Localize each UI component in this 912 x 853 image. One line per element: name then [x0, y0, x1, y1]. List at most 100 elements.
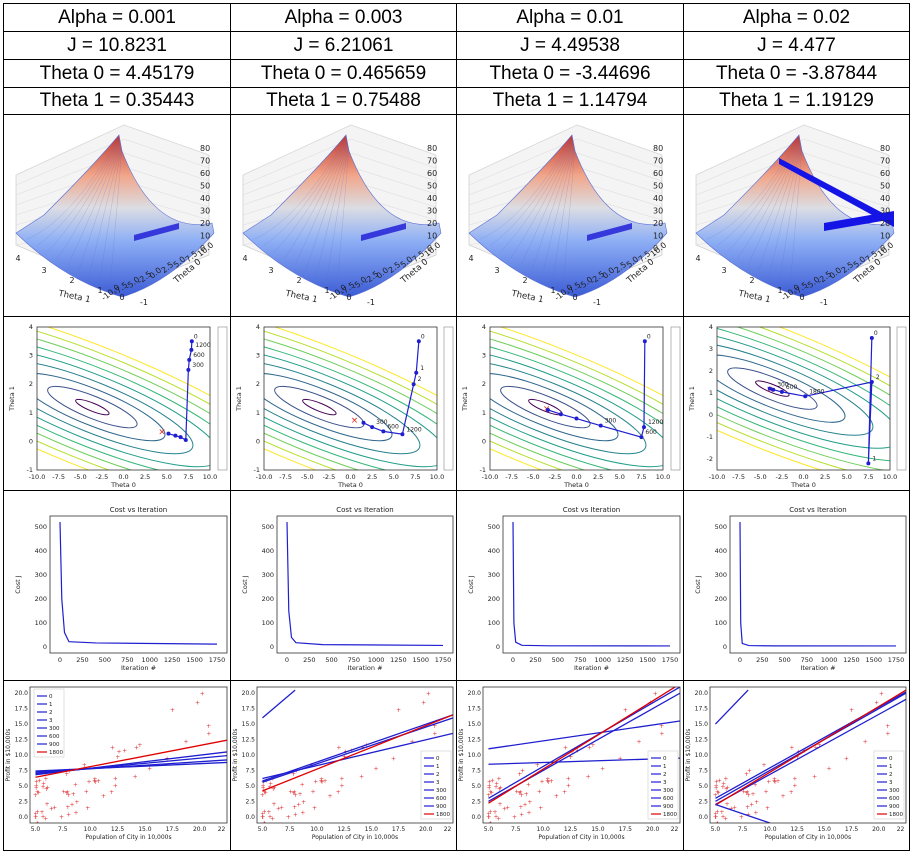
y-tick: -1 — [254, 466, 260, 474]
x-tick: 5.0 — [258, 826, 268, 833]
data-point: + — [772, 778, 777, 785]
y-tick: 12.5 — [695, 737, 709, 744]
data-point: + — [134, 744, 139, 751]
contour-line — [727, 367, 818, 410]
fit-line — [715, 698, 906, 806]
data-point: + — [300, 782, 305, 789]
contour-line — [490, 327, 663, 470]
y-tick: 5.0 — [698, 783, 708, 790]
data-point: + — [312, 805, 317, 812]
fit-y-label: Profit in $10,000s — [5, 729, 12, 782]
z-tick: 80 — [653, 144, 663, 153]
path-label: 0 — [194, 333, 198, 340]
y-tick: 7.5 — [698, 767, 708, 774]
x-tick: 1500 — [412, 656, 429, 664]
x-tick: -5.0 — [301, 473, 314, 481]
x-tick: 250 — [76, 656, 88, 664]
y-tick: 400 — [715, 547, 727, 555]
data-point: + — [52, 804, 57, 811]
y-tick: 500 — [715, 523, 727, 531]
data-point: + — [776, 778, 781, 785]
data-point: + — [885, 723, 890, 730]
y-tick: 100 — [488, 619, 500, 627]
path-label: 1200 — [406, 426, 421, 433]
x-tick: 250 — [303, 656, 315, 664]
data-point: + — [391, 755, 396, 762]
contour-line — [490, 346, 663, 468]
data-point: + — [587, 744, 592, 751]
y-tick: 17.5 — [242, 706, 256, 713]
theta1-tick: 4 — [468, 254, 473, 263]
data-point: + — [261, 782, 266, 789]
data-point: + — [34, 785, 39, 792]
theta1-tick: -1 — [593, 298, 601, 307]
data-point: + — [780, 793, 785, 800]
data-point: + — [297, 791, 302, 798]
data-point: + — [745, 804, 750, 811]
data-point: + — [272, 784, 277, 791]
x-tick: 22 — [897, 826, 905, 833]
x-tick: 12.5 — [790, 826, 804, 833]
z-tick: 60 — [653, 169, 663, 178]
data-point: + — [494, 781, 499, 788]
x-tick: 1750 — [209, 656, 226, 664]
path-label: 1 — [420, 365, 424, 372]
data-point: + — [122, 747, 127, 754]
legend-label: 1800 — [436, 812, 450, 818]
contour-plot: ×0121800600300-10.0-7.5-5.0-2.50.02.55.0… — [688, 323, 907, 489]
data-point: + — [725, 784, 730, 791]
x-tick: 1500 — [186, 656, 203, 664]
theta1-tick: -1 — [367, 298, 375, 307]
y-tick: 100 — [262, 619, 274, 627]
x-tick: 7.5 — [511, 826, 521, 833]
legend-label: 600 — [49, 734, 60, 740]
y-tick: 0 — [723, 643, 727, 651]
data-point: + — [421, 699, 426, 706]
data-point: + — [92, 776, 97, 783]
y-tick: 200 — [35, 595, 47, 603]
contour-line — [490, 372, 619, 442]
y-tick: 0 — [270, 643, 274, 651]
y-tick: 12.5 — [242, 737, 256, 744]
data-point: + — [753, 782, 758, 789]
y-tick: 1 — [256, 409, 260, 417]
legend-label: 300 — [889, 788, 900, 794]
alpha-label: Alpha = 0.003 — [230, 3, 457, 32]
theta1-tick: 1 — [324, 286, 329, 295]
minimum-marker: × — [158, 427, 166, 437]
data-point: + — [262, 820, 267, 827]
descent-path — [134, 223, 179, 241]
surface-plot-cell: 80 70 60 50 40 30 20 10 0 10.0 7.5 5.0 2.5 0.0 -2.5 -5.… — [683, 114, 910, 317]
x-tick: 0 — [738, 656, 742, 664]
data-point: + — [396, 707, 401, 714]
z-tick: 10 — [200, 232, 210, 241]
colorbar — [443, 326, 454, 471]
data-point: + — [359, 773, 364, 780]
data-point: + — [35, 809, 40, 816]
data-point: + — [518, 804, 523, 811]
data-point: + — [714, 779, 719, 786]
x-tick: 1250 — [843, 656, 860, 664]
path-label: 300 — [376, 419, 388, 426]
data-point: + — [879, 691, 884, 698]
cost-x-label: Iteration # — [121, 664, 156, 672]
cost-plot-cell: Cost vs Iteration 0 250 500 750 1000 1250 1500 1… — [3, 490, 231, 681]
fit-line — [35, 761, 227, 772]
y-tick: 0 — [256, 437, 260, 445]
data-point: + — [66, 792, 71, 799]
descent-point — [189, 347, 194, 352]
data-point: + — [487, 785, 492, 792]
data-point: + — [92, 778, 97, 785]
fit-legend — [873, 750, 905, 820]
contour-plot: ×01200600300-10.0-7.5-5.0-2.50.02.55.07.… — [461, 323, 681, 489]
data-point: + — [319, 779, 324, 786]
y-tick: 5.0 — [245, 783, 255, 790]
data-point: + — [498, 784, 503, 791]
contour-line — [37, 346, 210, 468]
contour-x-label: Theta 0 — [790, 481, 816, 489]
x-tick: 5.0 — [389, 473, 399, 481]
descent-point — [166, 431, 171, 436]
x-tick: 10.0 — [537, 826, 551, 833]
alpha-label: Alpha = 0.001 — [3, 3, 231, 32]
y-tick: 17.5 — [695, 706, 709, 713]
